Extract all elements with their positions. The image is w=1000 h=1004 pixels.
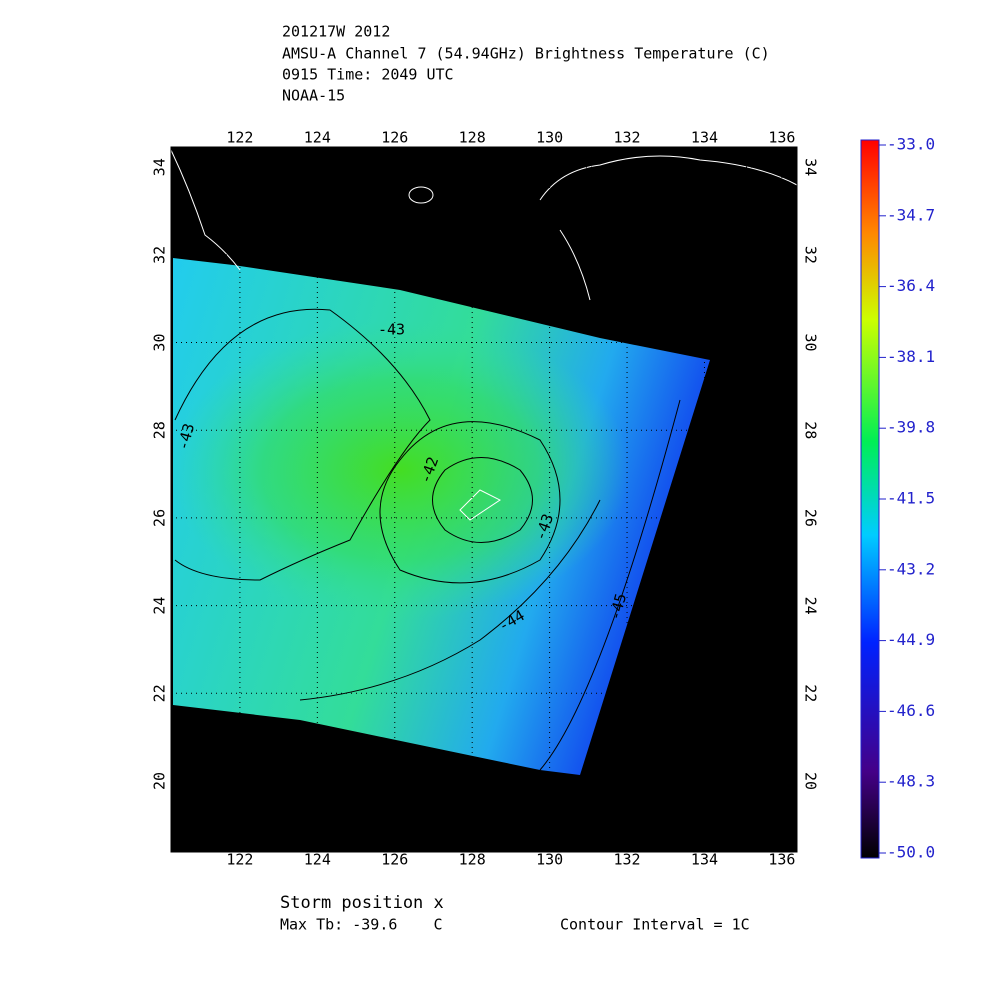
lon-tick-label: 128 [459, 129, 486, 147]
colorbar-tick-label: -46.6 [887, 701, 935, 720]
map-border [170, 146, 798, 853]
lat-tick-label: 28 [802, 421, 820, 439]
lon-tick-label: 134 [691, 129, 718, 147]
axes: 122 122 124 124 126 126 128 128 130 130 132 132 134 1… [151, 129, 820, 869]
lon-tick-label: 130 [536, 129, 563, 147]
contour [299, 499, 601, 701]
lat-tick-label: 22 [802, 684, 820, 702]
storm-label: Storm position x [280, 893, 444, 913]
lon-tick-label: 126 [381, 851, 408, 869]
header: 201217W 2012 AMSU-A Channel 7 (54.94GHz)… [282, 23, 770, 105]
header-line: NOAA-15 [282, 87, 345, 105]
lon-tick-label: 130 [536, 851, 563, 869]
contour [432, 457, 533, 543]
contour [379, 421, 561, 584]
lat-tick-label: 34 [151, 158, 169, 176]
lon-tick-label: 122 [226, 851, 253, 869]
coastline [170, 149, 798, 521]
lat-tick-label: 34 [802, 158, 820, 176]
lat-tick-label: 24 [802, 597, 820, 615]
colorbar-tick-label: -48.3 [887, 772, 935, 791]
lat-tick-label: 30 [802, 334, 820, 352]
contour [174, 308, 431, 581]
max-tb: Max Tb: -39.6 C [280, 916, 443, 934]
lon-tick-label: 134 [691, 851, 718, 869]
lat-tick-label: 20 [151, 772, 169, 790]
colorbar-tick-label: -36.4 [887, 276, 935, 295]
colorbar-tick-label: -34.7 [887, 205, 935, 224]
header-line: AMSU-A Channel 7 (54.94GHz) Brightness T… [282, 45, 770, 63]
colorbar: -33.0 -34.7 -36.4 -38.1 -39.8 -41.5 -43.2 -44.9… [860, 135, 935, 862]
lon-tick-label: 132 [614, 851, 641, 869]
island [408, 186, 434, 204]
lat-tick-label: 26 [151, 509, 169, 527]
lon-tick-label: 126 [381, 129, 408, 147]
header-line: 0915 Time: 2049 UTC [282, 66, 454, 84]
colorbar-tick-label: -43.2 [887, 559, 935, 578]
lat-tick-label: 20 [802, 772, 820, 790]
footer: Storm position x Max Tb: -39.6 C Contour… [280, 893, 750, 934]
lat-tick-label: 32 [151, 246, 169, 264]
coast [559, 229, 591, 301]
colorbar-tick-label: -33.0 [887, 135, 935, 154]
lat-tick-label: 32 [802, 246, 820, 264]
colorbar-tick-label: -50.0 [887, 843, 935, 862]
header-line: 201217W 2012 [282, 23, 390, 41]
lat-tick-label: 28 [151, 421, 169, 439]
lon-tick-label: 128 [459, 851, 486, 869]
coast [170, 149, 241, 271]
lat-tick-label: 30 [151, 334, 169, 352]
lon-tick-label: 136 [768, 851, 795, 869]
lon-tick-label: 132 [614, 129, 641, 147]
lon-tick-label: 124 [304, 851, 331, 869]
lat-tick-label: 22 [151, 684, 169, 702]
lat-tick-label: 26 [802, 509, 820, 527]
lon-tick-label: 124 [304, 129, 331, 147]
colorbar-tick-label: -39.8 [887, 418, 935, 437]
colorbar-tick-label: -44.9 [887, 630, 935, 649]
contour-label: -43 [378, 321, 405, 339]
contour [539, 399, 681, 771]
island [459, 489, 501, 521]
contour-interval: Contour Interval = 1C [560, 916, 750, 934]
lon-tick-label: 122 [226, 129, 253, 147]
coast [539, 155, 798, 201]
colorbar-ramp [860, 139, 880, 859]
warm-region [170, 320, 630, 620]
contours [174, 308, 681, 771]
lon-tick-label: 136 [768, 129, 795, 147]
colorbar-tick-label: -41.5 [887, 489, 935, 508]
colorbar-tick-label: -38.1 [887, 347, 935, 366]
lat-tick-label: 24 [151, 597, 169, 615]
